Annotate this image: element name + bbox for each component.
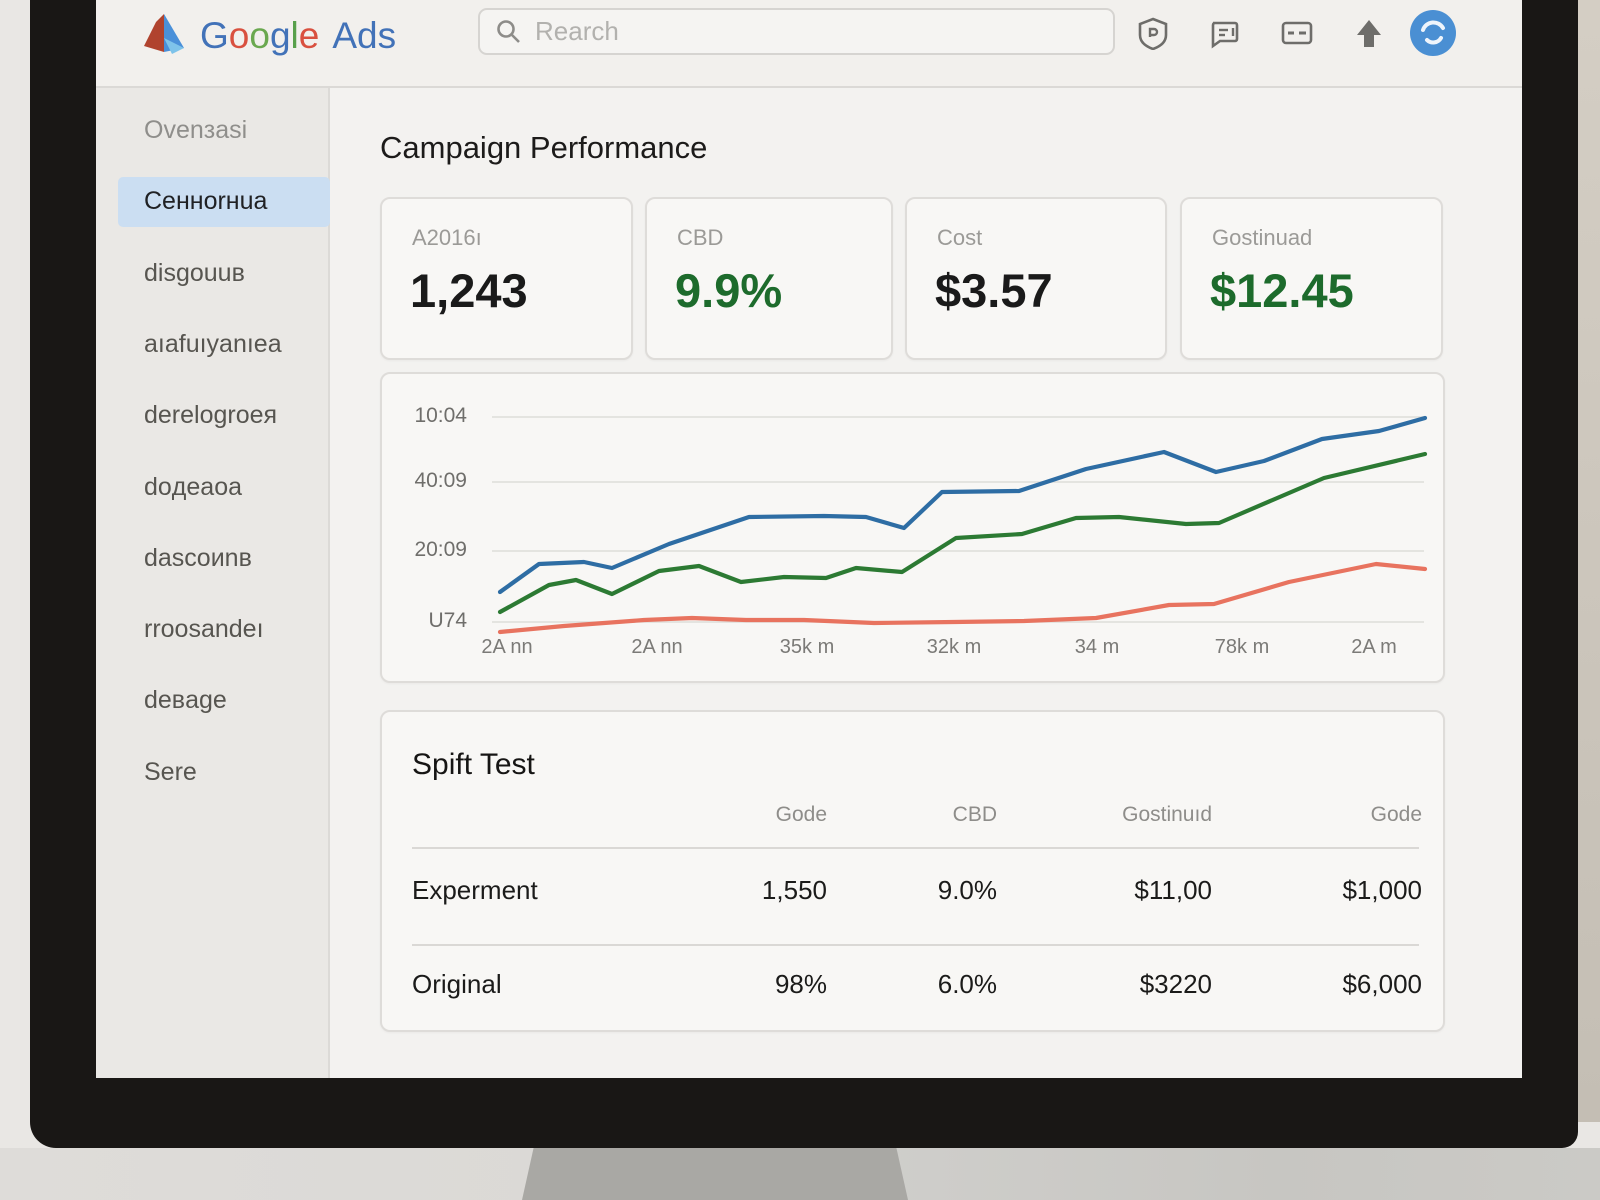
sidebar-item[interactable]: rroosandeı [144,615,264,643]
x-axis-tick: 2A nn [481,636,533,658]
table-header-row: Gode CBD Gostinuıd Gode [412,800,1422,830]
card-icon[interactable] [1280,16,1314,50]
row-value: $3220 [1139,969,1212,999]
y-axis-tick: 40:09 [414,469,467,492]
y-axis-tick: 10:04 [414,404,467,427]
y-axis-tick: U74 [428,609,467,632]
logo-letter: l [290,15,299,56]
sidebar: Ovenзasi Ceннorнua disgouuв aıafuıyanıea der… [96,88,330,1078]
x-axis-tick: 35k m [779,636,835,658]
line-chart [492,415,1428,635]
metric-value: 1,243 [410,264,528,317]
page-title: Campaign Performance [380,130,708,165]
y-axis-tick: 20:09 [414,538,467,561]
metric-card: A2016ı 1,243 [380,197,633,360]
search-placeholder: Rearch [535,16,619,46]
sidebar-item[interactable]: dascoиnв [144,544,252,572]
table-row: Original 98% 6.0% $3220 $6,000 [412,964,1422,1004]
table-column-header: Gostinuıd [1122,803,1212,826]
row-name: Original [412,969,502,999]
table-divider [412,944,1419,946]
sidebar-item[interactable]: deвage [144,686,227,714]
logo-letter: g [269,15,291,56]
green-line [497,451,1428,615]
metric-label: Gostinuad [1212,225,1313,250]
metric-card: Gostinuad $12.45 [1180,197,1443,360]
performance-chart: 10:04 40:09 20:09 U74 2A nn 2A nn 35k m 32k m 34… [380,372,1445,683]
split-test-card: Spift Test Gode CBD Gostinuıd Gode Expermen… [380,710,1445,1032]
shield-icon[interactable] [1136,16,1170,50]
sidebar-item[interactable]: derelogroeя [144,401,278,429]
metric-card: CBD 9.9% [645,197,893,360]
table-column-header: CBD [952,803,997,826]
metric-card: Cost $3.57 [905,197,1167,360]
table-column-header: Gode [1370,803,1422,826]
row-value: 1,550 [761,875,827,905]
table-column-header: Gode [775,803,827,826]
metric-label: Cost [937,225,983,250]
screen: Google Ads Rearch [96,0,1522,1078]
metric-label: CBD [677,225,724,250]
logo-letter: e [298,15,320,56]
row-value: $11,00 [1134,875,1212,905]
sidebar-item[interactable]: doдeaoa [144,473,243,501]
metric-value: 9.9% [675,264,783,317]
sidebar-item[interactable]: Ovenзasi [144,116,248,144]
logo-letter: G [200,15,229,56]
monitor-stand [522,1148,908,1200]
search-icon [497,19,520,43]
sidebar-item[interactable]: disgouuв [144,259,245,287]
monitor-side-edge [1578,0,1600,1122]
logo-ads-label: Ads [332,15,397,56]
metric-value: $3.57 [935,264,1053,317]
row-value: $6,000 [1342,969,1422,999]
row-value: 9.0% [937,875,997,905]
google-ads-logo-icon [144,14,184,54]
upload-arrow-icon[interactable] [1352,16,1386,50]
sidebar-item[interactable]: Sere [144,758,197,786]
table-row: Experment 1,550 9.0% $11,00 $1,000 [412,870,1422,910]
search-input[interactable]: Rearch [478,8,1115,55]
google-ads-logo: Google Ads [142,8,396,64]
row-value: 6.0% [937,969,997,999]
account-avatar[interactable] [1410,10,1456,56]
table-divider [412,847,1419,849]
chat-icon[interactable] [1208,16,1242,50]
row-value: 98% [774,969,827,999]
x-axis-tick: 32k m [926,636,982,658]
split-test-title: Spift Test [412,748,535,781]
red-line [497,561,1428,635]
logo-letter: o [249,15,270,56]
top-app-bar: Google Ads Rearch [96,0,1522,88]
logo-letter: o [228,15,250,56]
blue-line [497,415,1428,595]
sidebar-selected-highlight [118,177,330,227]
sidebar-item[interactable]: aıafuıyanıea [144,330,282,358]
row-value: $1,000 [1342,875,1422,905]
sidebar-item[interactable]: Ceннorнua [144,187,268,215]
metric-label: A2016ı [412,225,482,250]
google-ads-logo-text: Google Ads [200,15,396,57]
row-name: Experment [412,875,538,905]
metric-value: $12.45 [1210,264,1354,317]
x-axis-tick: 2A nn [631,636,683,658]
x-axis-tick: 34 m [1074,636,1120,658]
x-axis-tick: 78k m [1214,636,1270,658]
x-axis-tick: 2A m [1351,636,1397,658]
